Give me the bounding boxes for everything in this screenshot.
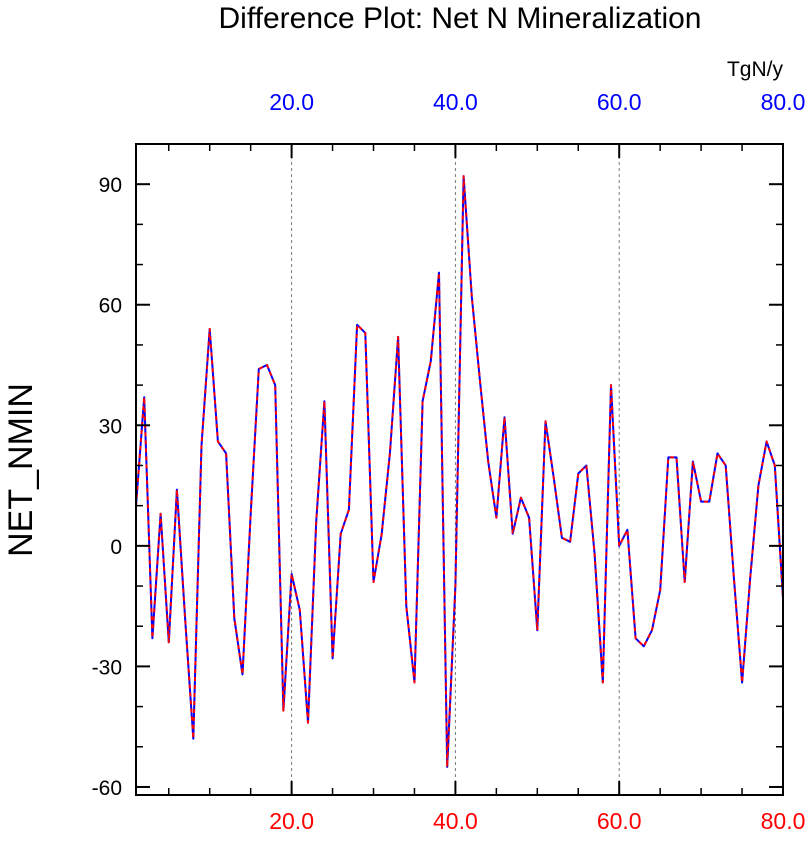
- y-tick-label: 90: [99, 174, 122, 197]
- units-label: TgN/y: [727, 58, 784, 81]
- plot-frame: [135, 143, 784, 796]
- x-tick-label-bottom: 80.0: [761, 808, 806, 834]
- x-tick-label-bottom: 20.0: [269, 808, 314, 834]
- y-axis-label: NET_NMIN: [2, 383, 40, 557]
- series-line-series-a: [135, 175, 784, 768]
- y-tick-label: -30: [92, 656, 122, 679]
- y-tick-label: 30: [99, 415, 122, 438]
- y-tick-label: 0: [110, 536, 122, 559]
- x-tick-label-bottom: 40.0: [433, 808, 478, 834]
- grid-layer: [291, 144, 620, 795]
- x-tick-label-top: 60.0: [597, 89, 642, 115]
- chart-title: Difference Plot: Net N Mineralization: [219, 2, 702, 35]
- ticks-layer: [136, 143, 784, 795]
- y-tick-label: -60: [92, 777, 122, 800]
- x-tick-label-top: 40.0: [433, 89, 478, 115]
- x-tick-label-bottom: 60.0: [597, 808, 642, 834]
- x-tick-label-top: 80.0: [761, 89, 806, 115]
- series-layer: [135, 175, 784, 768]
- x-tick-label-top: 20.0: [269, 89, 314, 115]
- y-tick-label: 60: [99, 295, 122, 318]
- series-line-series-b: [135, 175, 784, 768]
- tick-labels-layer: -60 -30 0 30 60 90 20.0 20.0 40.0 40.0 60.0 60.0 80.…: [92, 89, 806, 834]
